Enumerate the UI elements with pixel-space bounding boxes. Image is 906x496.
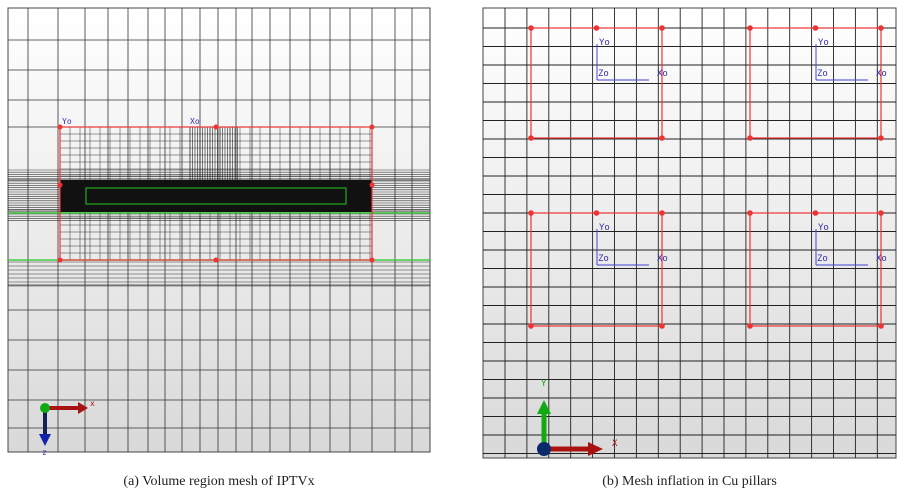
vertex	[747, 323, 753, 329]
axis-label: Zo	[598, 69, 609, 79]
vertex	[214, 125, 219, 130]
vertex	[813, 25, 819, 31]
mesh-images: Yo Xo x z Yo Zo Xo Yo Zo Xo Yo Zo Xo Yo Zo Xo Y X	[0, 0, 906, 470]
axis-label: Yo	[62, 117, 72, 126]
triad-origin	[40, 403, 50, 413]
triad-origin	[537, 442, 551, 456]
vertex	[594, 210, 600, 216]
axis-label: Xo	[657, 69, 668, 79]
axis-label: Yo	[599, 223, 610, 233]
vertex	[58, 183, 63, 188]
vertex	[878, 210, 884, 216]
axis-label: Zo	[598, 254, 609, 264]
axis-label: Yo	[818, 38, 829, 48]
axis-label: Xo	[657, 254, 668, 264]
axis-label: Xo	[876, 69, 887, 79]
vertex	[370, 125, 375, 130]
vertex	[528, 323, 534, 329]
axis-label: Yo	[599, 38, 610, 48]
vertex	[528, 25, 534, 31]
axis-label: x	[90, 399, 95, 408]
axis-label: X	[612, 439, 618, 449]
vertex	[659, 323, 665, 329]
vertex	[58, 258, 63, 263]
vertex	[659, 25, 665, 31]
vertex	[878, 323, 884, 329]
vertex	[747, 135, 753, 141]
vertex	[214, 258, 219, 263]
vertex	[813, 210, 819, 216]
vertex	[528, 135, 534, 141]
panel-a	[8, 8, 430, 452]
vertex	[659, 135, 665, 141]
axis-label: Yo	[818, 223, 829, 233]
vertex	[594, 25, 600, 31]
vertex	[878, 25, 884, 31]
vertex	[370, 183, 375, 188]
figure: Yo Xo x z Yo Zo Xo Yo Zo Xo Yo Zo Xo Yo Zo Xo Y X (a) Vo…	[0, 0, 906, 496]
axis-label: Xo	[190, 117, 200, 126]
axis-label: z	[42, 448, 47, 457]
dense-band	[60, 180, 372, 212]
vertex	[878, 135, 884, 141]
panel-b	[483, 8, 896, 458]
axis-label: Zo	[817, 254, 828, 264]
axis-label: Y	[541, 379, 547, 389]
vertex	[747, 25, 753, 31]
axis-label: Zo	[817, 69, 828, 79]
caption: (a) Volume region mesh of IPTVx	[8, 474, 430, 490]
vertex	[370, 258, 375, 263]
caption: (b) Mesh inflation in Cu pillars	[483, 474, 896, 490]
vertex	[528, 210, 534, 216]
vertex	[747, 210, 753, 216]
vertex	[659, 210, 665, 216]
axis-label: Xo	[876, 254, 887, 264]
